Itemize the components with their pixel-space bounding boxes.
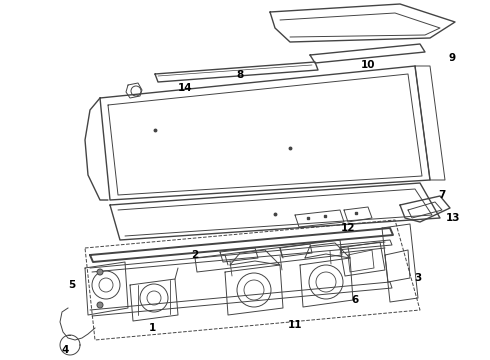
Circle shape bbox=[97, 269, 103, 275]
Text: 2: 2 bbox=[192, 250, 198, 260]
Circle shape bbox=[97, 302, 103, 308]
Text: 12: 12 bbox=[341, 223, 355, 233]
Text: 8: 8 bbox=[236, 70, 244, 80]
Text: 11: 11 bbox=[288, 320, 302, 330]
Text: 4: 4 bbox=[61, 345, 69, 355]
Text: 3: 3 bbox=[415, 273, 421, 283]
Text: 10: 10 bbox=[361, 60, 375, 70]
Text: 5: 5 bbox=[69, 280, 75, 290]
Text: 14: 14 bbox=[178, 83, 192, 93]
Text: 1: 1 bbox=[148, 323, 156, 333]
Text: 9: 9 bbox=[448, 53, 456, 63]
Text: 6: 6 bbox=[351, 295, 359, 305]
Text: 7: 7 bbox=[439, 190, 446, 200]
Text: 13: 13 bbox=[446, 213, 460, 223]
